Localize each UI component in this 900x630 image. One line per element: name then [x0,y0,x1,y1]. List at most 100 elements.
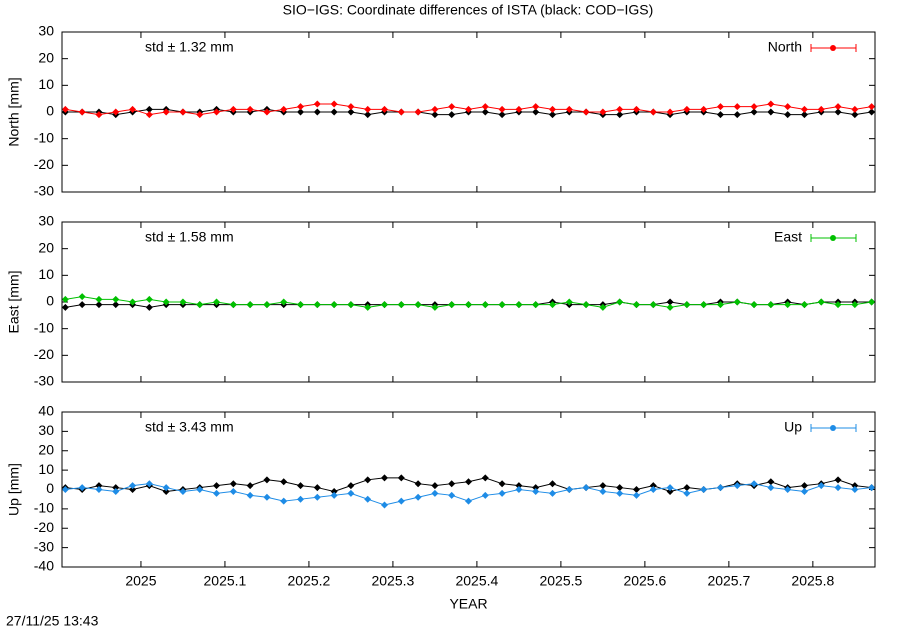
legend-marker [830,425,836,431]
point [381,474,389,482]
point [750,108,758,116]
point [851,111,859,119]
point [817,298,825,306]
point [263,301,271,309]
point [95,482,103,490]
legend-label: North [768,39,802,55]
point [347,108,355,116]
point [61,486,69,493]
point [145,295,153,303]
point [330,100,338,108]
point [817,482,825,490]
point [548,111,556,119]
point [112,108,120,116]
y-axis-label: Up [mm] [6,463,22,516]
point [414,480,422,488]
point [683,489,691,497]
point [834,108,842,116]
y-tick-label: -30 [34,373,54,389]
x-axis-label: YEAR [449,596,487,612]
point [179,108,187,116]
y-tick-label: -20 [34,156,54,172]
point [465,105,472,113]
point [414,301,422,309]
point [313,100,321,108]
point [364,105,372,113]
point [381,301,389,309]
y-tick-label: -20 [34,519,54,535]
point [784,301,792,309]
point [229,487,237,495]
point [280,298,288,306]
point [330,487,338,495]
y-tick-label: -10 [34,500,54,516]
point [313,108,321,116]
point [515,105,523,113]
y-axis-label: East [mm] [6,270,22,333]
point [162,487,170,495]
point [700,301,708,309]
point [515,486,523,493]
point [481,301,489,309]
point [548,105,556,113]
point [481,103,489,111]
point [297,495,305,503]
point [213,489,221,497]
y-tick-label: 30 [38,23,54,39]
point [733,298,741,306]
point [800,301,808,309]
point [834,476,842,484]
point [532,484,540,492]
point [431,111,439,119]
point [750,103,758,111]
point [162,108,170,116]
point [632,486,640,493]
y-tick-label: 20 [38,49,54,65]
point [397,497,405,505]
point [129,105,137,113]
point [263,493,271,501]
point [616,298,624,306]
point [95,111,103,119]
point [364,476,372,484]
point [716,301,724,309]
point [95,295,103,303]
point [297,103,305,111]
point [868,108,876,116]
point [213,298,221,306]
x-tick-label: 2025.3 [371,573,414,589]
point [465,497,472,505]
x-tick-label: 2025.1 [204,573,247,589]
annotation: std ± 1.58 mm [145,229,234,245]
y-tick-label: 0 [46,293,54,309]
point [834,484,842,492]
point [868,103,876,111]
point [448,103,456,111]
point [733,111,741,119]
point [565,486,573,493]
y-tick-label: 40 [38,403,54,419]
y-tick-label: -40 [34,558,54,574]
point [347,103,355,111]
point [78,301,86,309]
point [767,478,775,486]
point [431,303,439,311]
point [532,487,540,495]
point [666,487,674,495]
timestamp: 27/11/25 13:43 [6,613,99,629]
y-axis-label: North [mm] [6,77,22,146]
x-tick-label: 2025.5 [539,573,582,589]
point [129,486,137,493]
point [297,301,305,309]
point [817,105,825,113]
point [465,301,472,309]
point [582,108,590,116]
point [800,111,808,119]
point [683,484,691,492]
point [716,111,724,119]
point [280,105,288,113]
point [145,480,153,488]
point [649,108,657,116]
point [784,103,792,111]
